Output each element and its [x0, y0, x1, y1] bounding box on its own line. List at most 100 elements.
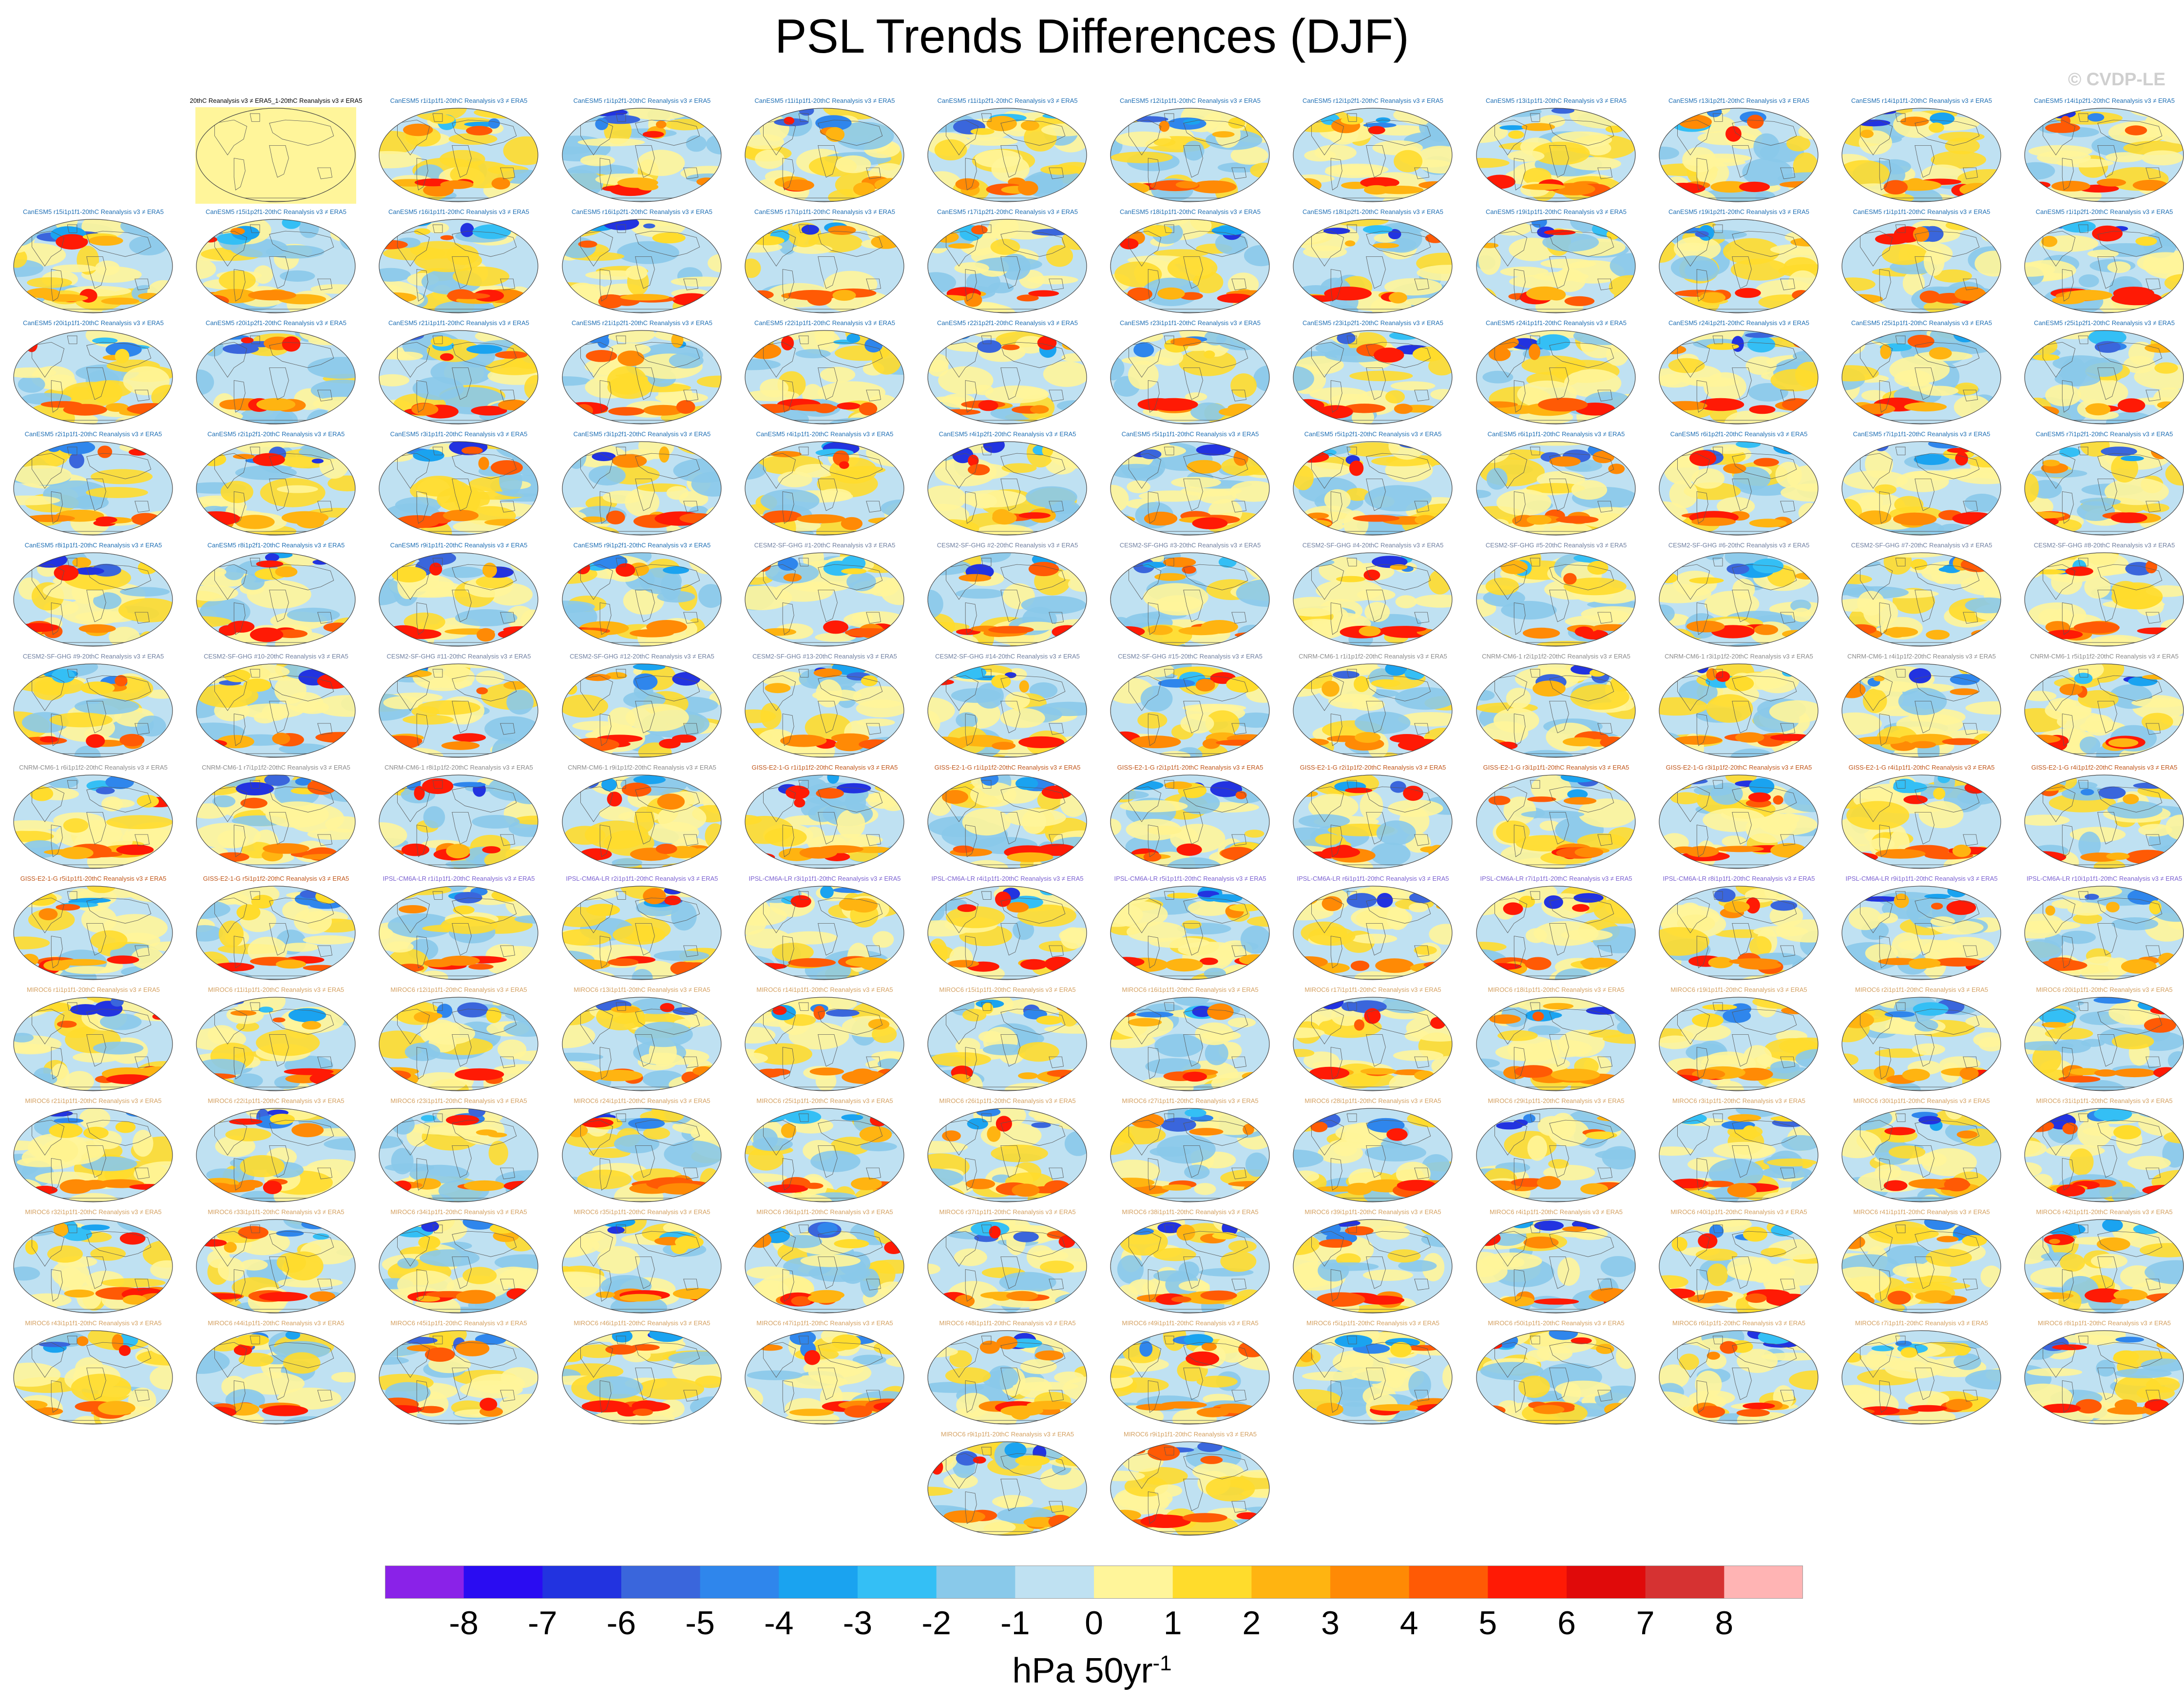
panel-title: GISS-E2-1-G r3i1p1f2-20thC Reanalysis v3… [1666, 764, 1812, 771]
trend-field-blob [196, 330, 230, 342]
trend-field-blob [1542, 232, 1599, 252]
trend-field-blob [1165, 958, 1203, 972]
trend-field-blob [1204, 350, 1215, 359]
map-panel: CanESM5 r8i1p2f1-20thC Reanalysis v3 ≠ E… [185, 540, 367, 650]
trend-field-blob [1600, 736, 1626, 749]
panel-title: IPSL-CM6A-LR r2i1p1f1-20thC Reanalysis v… [566, 875, 718, 882]
map-border [2024, 441, 2184, 536]
trend-field-blob [2025, 219, 2059, 230]
trend-field-blob [1620, 738, 1635, 757]
trend-field-blob [312, 560, 328, 565]
trend-field-blob [25, 514, 75, 522]
continent-outline [67, 224, 77, 233]
map-panel: CanESM5 r22i1p1f1-20thC Reanalysis v3 ≠ … [733, 318, 916, 427]
trend-field-blob [781, 336, 794, 350]
trend-field-blob [1782, 398, 1811, 411]
trend-map [1476, 330, 1636, 425]
trend-field-blob [49, 712, 113, 728]
continent-outline [1732, 256, 1752, 289]
trend-field-blob [672, 293, 711, 306]
trend-field-blob [801, 225, 819, 235]
trend-field-blob [452, 266, 510, 287]
trend-field-blob [876, 415, 904, 424]
trend-field-blob [643, 223, 655, 229]
trend-field-blob [1592, 108, 1611, 114]
continent-outline [51, 491, 63, 524]
trend-field-blob [196, 585, 238, 601]
trend-field-blob [1384, 278, 1442, 296]
trend-field-blob [2045, 385, 2081, 406]
trend-field-blob [218, 920, 244, 948]
trend-field-blob [1341, 116, 1363, 125]
trend-field-blob [441, 566, 484, 578]
trend-field-blob [1521, 123, 1555, 131]
trend-field-blob [2025, 473, 2039, 503]
trend-field-blob [794, 798, 805, 808]
trend-field-blob [562, 959, 611, 970]
continent-outline [2043, 231, 2076, 267]
obs-map [195, 107, 356, 204]
trend-field-blob [1178, 626, 1224, 636]
trend-field-blob [2121, 959, 2157, 974]
trend-field-blob [2059, 683, 2083, 696]
trend-field-blob [846, 333, 861, 343]
trend-field-blob [761, 628, 797, 636]
continent-outline [1311, 342, 1344, 378]
map-panel: CanESM5 r12i1p1f1-20thC Reanalysis v3 ≠ … [1099, 96, 1282, 205]
continent-outline [416, 380, 428, 413]
trend-map [1293, 552, 1453, 647]
continent-outline [580, 119, 613, 155]
map-border [1110, 330, 1270, 425]
trend-field-blob [86, 734, 105, 748]
trend-field-blob [1112, 626, 1145, 637]
continent-outline [635, 342, 700, 368]
continent-outline [818, 231, 883, 257]
map-border [379, 441, 538, 536]
trend-map [1293, 330, 1453, 425]
trend-field-blob [1501, 886, 1526, 893]
map-panel: CanESM5 r1i1p2f1-20thC Reanalysis v3 ≠ E… [2013, 207, 2184, 316]
trend-field-blob [1858, 510, 1892, 525]
panel-title: CanESM5 r24i1p2f1-20thC Reanalysis v3 ≠ … [1668, 319, 1809, 327]
trend-field-blob [1660, 224, 1682, 233]
trend-field-blob [1496, 489, 1552, 516]
trend-field-blob [1919, 386, 1959, 396]
continent-outline [86, 367, 106, 400]
trend-field-blob [1533, 271, 1589, 281]
continent-outline [1330, 380, 1342, 413]
map-panel: CESM2-SF-GHG #3-20thC Reanalysis v3 ≠ ER… [1099, 540, 1282, 650]
trend-field-blob [607, 792, 622, 807]
trend-field-blob [1842, 961, 1876, 975]
continent-outline [1915, 342, 1980, 368]
trend-field-blob [1522, 183, 1566, 190]
trend-field-blob [2101, 446, 2137, 456]
trend-field-blob [1154, 573, 1186, 581]
trend-map [1841, 774, 2001, 869]
trend-field-blob [747, 852, 775, 862]
trend-field-blob [620, 294, 670, 301]
trend-field-blob [1714, 888, 1736, 902]
trend-field-blob [2041, 235, 2058, 247]
map-border [562, 108, 722, 202]
continent-outline [233, 158, 246, 191]
panel-title: MIROC6 r12i1p1f1-20thC Reanalysis v3 ≠ E… [390, 986, 527, 993]
trend-field-blob [948, 243, 975, 249]
trend-field-blob [1001, 344, 1020, 350]
map-panel: CanESM5 r6i1p1f1-20thC Reanalysis v3 ≠ E… [1465, 429, 1648, 539]
trend-field-blob [953, 845, 974, 853]
panel-title: MIROC6 r15i1p1f1-20thC Reanalysis v3 ≠ E… [939, 986, 1076, 993]
panel-title: CanESM5 r24i1p1f1-20thC Reanalysis v3 ≠ … [1486, 319, 1627, 327]
trend-field-blob [1862, 330, 1885, 339]
trend-field-blob [1190, 402, 1227, 421]
trend-field-blob [983, 442, 1005, 453]
continent-outline [946, 342, 979, 378]
panel-title: IPSL-CM6A-LR r3i1p1f1-20thC Reanalysis v… [748, 875, 901, 882]
trend-field-blob [2137, 252, 2184, 273]
trend-field-blob [2087, 250, 2119, 258]
trend-map [1476, 552, 1636, 647]
trend-field-blob [1346, 893, 1377, 909]
map-border [2024, 108, 2184, 202]
trend-field-blob [63, 818, 89, 833]
trend-field-blob [928, 1078, 954, 1091]
continent-outline [615, 446, 626, 455]
